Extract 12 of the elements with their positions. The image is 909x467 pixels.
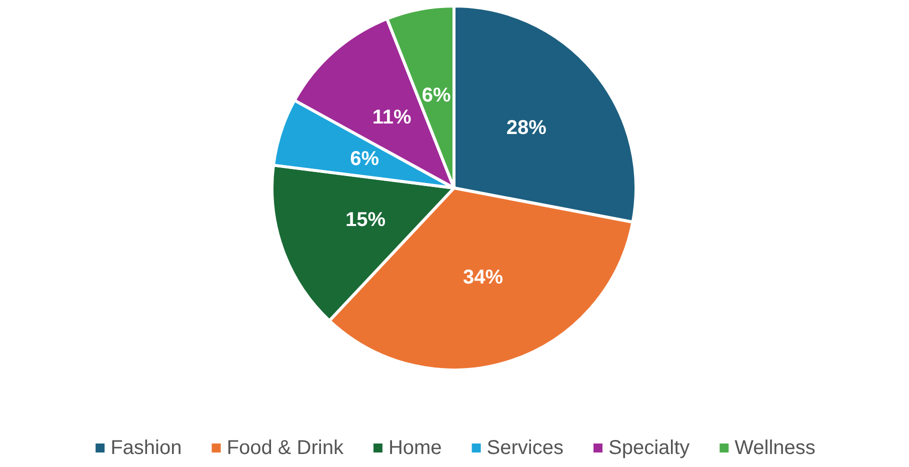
data-label: 28%: [506, 117, 547, 140]
data-label: 11%: [372, 106, 412, 128]
legend-label: Specialty: [608, 437, 690, 459]
data-label: 6%: [350, 148, 380, 170]
legend-label: Wellness: [734, 437, 816, 459]
data-label: 6%: [422, 84, 452, 107]
legend-label: Services: [486, 437, 564, 459]
legend-label: Food & Drink: [226, 437, 344, 459]
legend-label: Home: [388, 437, 442, 459]
data-label: 15%: [346, 208, 386, 231]
legend-label: Fashion: [110, 437, 182, 459]
data-label: 34%: [463, 266, 504, 288]
